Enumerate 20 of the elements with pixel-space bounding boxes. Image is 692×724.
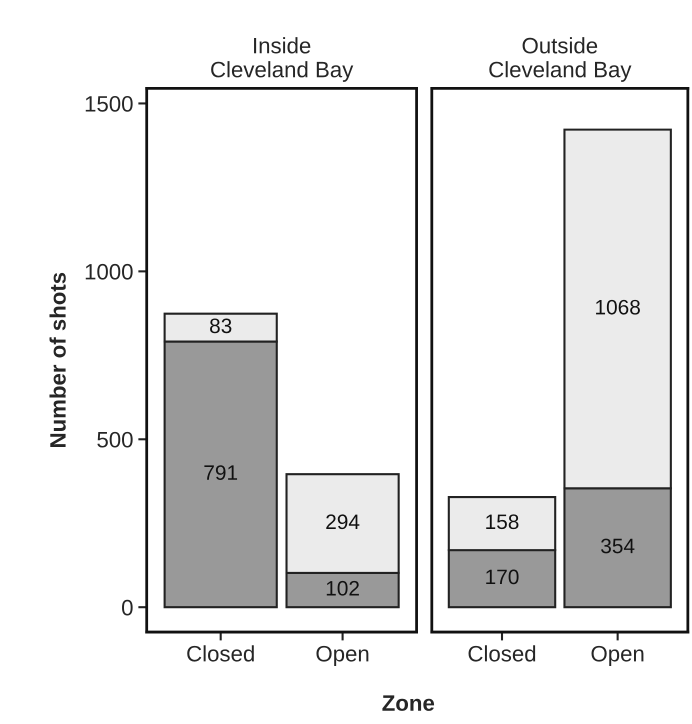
x-tick-label: Open (592, 646, 644, 666)
data-label: 1068 (596, 300, 640, 315)
data-label: 354 (601, 538, 634, 554)
data-label: 791 (204, 465, 238, 480)
x-tick-label: Closed (187, 645, 254, 662)
x-tick-label: Closed (468, 645, 536, 662)
data-label: 83 (210, 318, 232, 334)
chart-title: Outside Cleveland Bay (489, 37, 632, 82)
y-axis-title: Number of shots (49, 272, 66, 447)
y-tick-label: 1000 (86, 264, 133, 280)
x-tick-label: Open (316, 646, 368, 666)
data-label: 102 (326, 580, 359, 596)
y-tick-label: 0 (122, 600, 133, 616)
y-tick-label: 1500 (86, 96, 133, 112)
data-label: 170 (486, 569, 519, 584)
y-tick-label: 500 (97, 432, 133, 448)
data-label: 158 (486, 514, 518, 530)
x-axis-title: Zone (382, 695, 434, 711)
chart-title: Inside Cleveland Bay (211, 37, 354, 82)
data-label: 294 (326, 514, 360, 530)
